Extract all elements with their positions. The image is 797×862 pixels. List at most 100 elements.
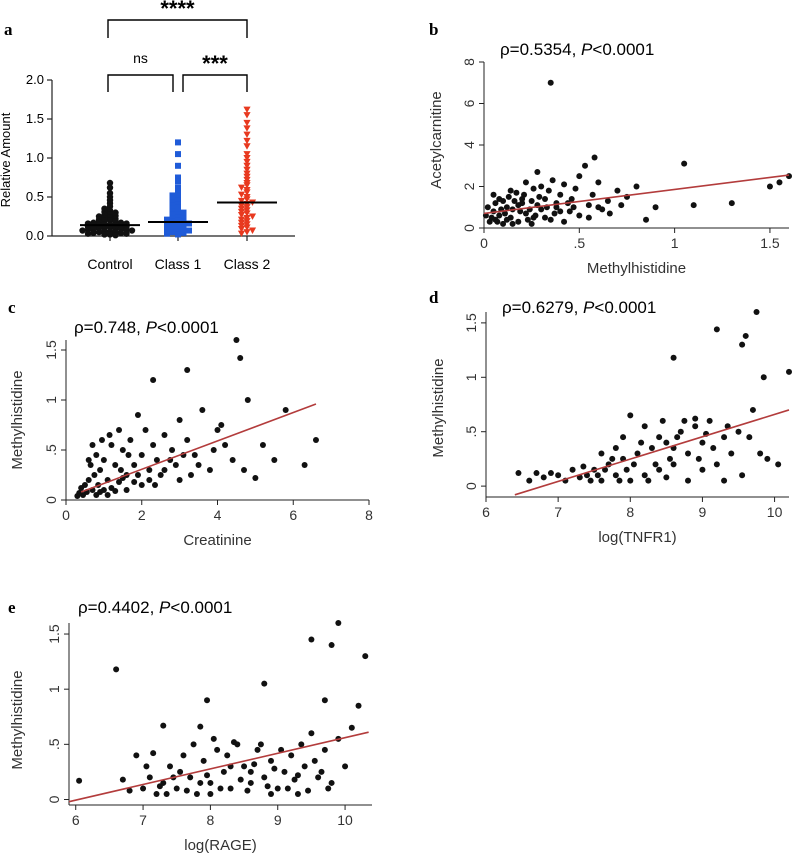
panel-c-data-point xyxy=(176,417,183,423)
panel-d-data-point xyxy=(739,472,746,479)
panel-e-data-point xyxy=(119,776,126,783)
panel-e-x-tick-label: 9 xyxy=(274,812,282,828)
panel-b-x-tick-label: 1 xyxy=(671,235,679,251)
panel-e-data-point xyxy=(153,790,160,797)
panel-c-data-point xyxy=(206,467,213,473)
panel-d-data-point xyxy=(620,434,627,441)
panel-e-data-point xyxy=(288,752,295,759)
panel-a-significance-bracket xyxy=(107,74,174,92)
panel-b-data-point xyxy=(551,210,558,217)
panel-b-data-point xyxy=(522,210,529,217)
panel-a-class1-point xyxy=(175,224,181,231)
panel-d-data-point xyxy=(569,466,576,473)
panel-d-data-point xyxy=(526,477,533,484)
panel-c-data-point xyxy=(104,492,111,498)
panel-d-data-point xyxy=(775,461,782,468)
panel-a-class1-point xyxy=(175,174,181,181)
panel-e-x-tick-label: 7 xyxy=(139,812,147,828)
panel-e-y-tick-label: .5 xyxy=(46,738,62,750)
panel-c-data-point xyxy=(222,442,229,448)
panel-a-class1-point xyxy=(175,217,181,224)
panel-e-data-point xyxy=(167,763,173,770)
panel-e-data-point xyxy=(204,772,211,779)
panel-d-data-point xyxy=(547,470,554,477)
panel-c-data-point xyxy=(244,397,251,403)
panel-e-data-point xyxy=(315,774,322,781)
panel-b-x-tick-label: 0 xyxy=(480,235,488,251)
panel-b-data-point xyxy=(553,204,560,211)
panel-a-class1-point xyxy=(169,192,176,199)
panel-b-data-point xyxy=(557,191,564,198)
panel-c-data-point xyxy=(138,482,145,488)
panel-e-x-tick-label: 10 xyxy=(337,812,353,828)
panel-b-data-point xyxy=(515,218,522,225)
panel-b-data-point xyxy=(530,185,537,192)
panel-b-data-point xyxy=(545,187,552,194)
panel-c-data-point xyxy=(85,457,92,463)
panel-e-data-point xyxy=(241,763,248,770)
panel-c-data-point xyxy=(146,467,153,473)
panel-d-data-point xyxy=(739,341,746,348)
panel-b-x-tick-label: 1.5 xyxy=(760,235,780,251)
panel-a-class1-point xyxy=(175,207,181,214)
panel-b-data-point xyxy=(509,220,516,227)
panel-e-data-point xyxy=(254,746,261,753)
panel-a-control-point xyxy=(112,232,119,239)
panel-a-dot-plot: Relative Amount 0.0 0.5 1.0 1.5 2.0 **** ns **… xyxy=(0,0,295,272)
panel-c-data-point xyxy=(89,442,96,448)
panel-a-control-point xyxy=(95,228,103,236)
panel-a-class2-point xyxy=(243,151,251,158)
panel-a-control-point xyxy=(79,227,86,234)
panel-a-class1-point xyxy=(175,190,181,197)
panel-e-data-point xyxy=(362,653,369,660)
panel-a-class2-point xyxy=(243,158,251,166)
panel-c-data-point xyxy=(172,462,179,468)
panel-e-data-point xyxy=(207,779,214,786)
panel-e-data-point xyxy=(227,785,234,792)
panel-b-data-point xyxy=(511,198,518,205)
panel-c-data-point xyxy=(97,489,104,495)
panel-d-data-point xyxy=(580,463,587,470)
panel-b-data-point xyxy=(492,216,499,223)
panel-e-data-point xyxy=(160,722,167,729)
panel-e-data-point xyxy=(301,763,308,770)
panel-e-data-point xyxy=(348,724,355,731)
panel-d-x-tick-label: 8 xyxy=(626,504,634,520)
panel-c-y-tick-label: .5 xyxy=(43,444,59,456)
panel-b-x-tick-label: .5 xyxy=(573,235,585,251)
panel-d-data-point xyxy=(749,406,756,413)
panel-c-data-point xyxy=(134,412,141,418)
panel-a-class1-point xyxy=(175,221,181,228)
panel-e-data-point xyxy=(163,790,170,797)
panel-d-data-point xyxy=(659,417,666,424)
panel-b-data-point xyxy=(547,79,554,86)
panel-d-x-tick-label: 9 xyxy=(699,504,707,520)
panel-e-data-point xyxy=(214,746,221,753)
panel-d-data-point xyxy=(764,455,771,462)
panel-c-data-point xyxy=(116,479,123,485)
panel-d-data-point xyxy=(713,461,720,468)
panel-d-data-point xyxy=(695,455,702,462)
panel-e-data-point xyxy=(143,763,150,770)
panel-d-data-point xyxy=(627,477,634,484)
panel-a-class1-point xyxy=(169,225,176,232)
panel-a-class1-point xyxy=(175,231,181,238)
panel-c-data-point xyxy=(127,437,134,443)
panel-b-data-point xyxy=(728,200,735,207)
panel-c-data-point xyxy=(125,452,132,458)
panel-b-data-point xyxy=(486,218,493,225)
panel-b-data-point xyxy=(496,212,503,219)
panel-b-data-point xyxy=(766,183,773,190)
panel-d-data-point xyxy=(757,450,764,457)
panel-b-data-point xyxy=(549,177,556,184)
panel-e-data-point xyxy=(321,697,328,704)
panel-e-data-point xyxy=(156,783,163,790)
panel-e-data-point xyxy=(261,774,268,781)
panel-c-data-point xyxy=(97,467,104,473)
panel-e-data-point xyxy=(180,752,187,759)
panel-d-data-point xyxy=(634,450,641,457)
panel-a-class2-point xyxy=(237,197,246,205)
panel-a-control-point xyxy=(101,231,108,238)
panel-d-y-tick-label: 0 xyxy=(463,482,479,490)
panel-e-data-point xyxy=(177,768,184,775)
